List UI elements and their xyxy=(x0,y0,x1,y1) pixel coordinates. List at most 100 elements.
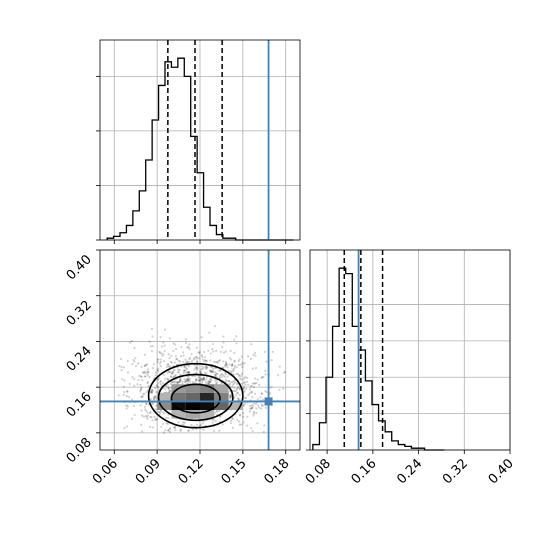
2d-sample-point xyxy=(121,378,124,381)
2d-sample-point xyxy=(170,354,173,357)
2d-sample-point xyxy=(150,390,153,394)
2d-sample-point xyxy=(158,412,162,415)
2d-sample-point xyxy=(246,424,249,427)
2d-sample-point xyxy=(217,359,220,363)
2d-sample-point xyxy=(162,382,165,385)
2d-sample-point xyxy=(139,375,142,378)
2d-sample-point xyxy=(260,403,263,406)
2d-sample-point xyxy=(227,379,231,383)
2d-sample-point xyxy=(214,412,217,415)
2d-sample-point xyxy=(156,369,160,372)
2d-sample-point xyxy=(195,378,198,381)
2d-sample-point xyxy=(250,404,253,407)
2d-sample-point xyxy=(139,387,143,390)
2d-sample-point xyxy=(168,388,171,391)
2d-sample-point xyxy=(182,354,185,357)
2d-sample-point xyxy=(231,362,234,365)
2d-sample-point xyxy=(283,370,286,374)
2d-sample-point xyxy=(207,349,210,352)
2d-sample-point xyxy=(159,382,162,386)
2d-sample-point xyxy=(238,387,242,390)
2d-sample-point xyxy=(159,360,162,364)
2d-sample-point xyxy=(239,374,243,378)
2d-sample-point xyxy=(206,366,209,369)
2d-sample-point xyxy=(197,376,200,380)
2d-sample-point xyxy=(142,371,146,374)
2d-sample-point xyxy=(163,412,166,415)
2d-sample-point xyxy=(113,380,116,383)
2d-sample-point xyxy=(209,369,212,373)
2d-sample-point xyxy=(219,373,223,376)
2d-sample-point xyxy=(164,429,167,432)
2d-sample-point xyxy=(229,356,232,360)
2d-sample-point xyxy=(186,377,189,381)
2d-sample-point xyxy=(145,391,148,394)
2d-sample-point xyxy=(256,378,259,381)
2d-sample-point xyxy=(126,359,129,363)
2d-sample-point xyxy=(145,409,148,413)
2d-sample-point xyxy=(260,376,263,379)
2d-sample-point xyxy=(208,380,212,384)
2d-sample-point xyxy=(270,359,273,362)
2d-sample-point xyxy=(133,413,136,417)
2d-sample-point xyxy=(264,373,267,376)
2d-sample-point xyxy=(205,359,208,362)
2d-sample-point xyxy=(209,377,213,380)
2d-sample-point xyxy=(168,356,171,360)
2d-sample-point xyxy=(231,383,234,386)
2d-sample-point xyxy=(173,380,176,383)
2d-sample-point xyxy=(171,381,175,384)
2d-sample-point xyxy=(144,370,147,373)
2d-sample-point xyxy=(157,367,160,370)
hist2-x-tick-label-3: 0.32 xyxy=(440,456,471,487)
2d-sample-point xyxy=(159,365,162,368)
2d-sample-point xyxy=(140,375,143,379)
2d-sample-point xyxy=(254,354,257,357)
2d-sample-point xyxy=(161,411,164,414)
2d-sample-point xyxy=(183,366,186,369)
2d-sample-point xyxy=(168,365,171,368)
2d-sample-point xyxy=(168,337,171,340)
2d-sample-point xyxy=(256,397,259,401)
2d-sample-point xyxy=(128,395,131,399)
2d-sample-point xyxy=(204,367,208,371)
2d-sample-point xyxy=(152,397,155,400)
2d-sample-point xyxy=(199,379,202,382)
2d-sample-point xyxy=(195,378,198,381)
2d-sample-point xyxy=(211,367,215,371)
2d-sample-point xyxy=(146,414,149,417)
2d-sample-point xyxy=(185,379,188,383)
2d-sample-point xyxy=(140,365,143,369)
2d-sample-point xyxy=(238,358,241,361)
2d-sample-point xyxy=(156,369,159,372)
2d-sample-point xyxy=(241,363,244,366)
2d-sample-point xyxy=(231,417,234,420)
2d-sample-point xyxy=(250,391,253,394)
2d-sample-point xyxy=(166,383,169,386)
2d-sample-point xyxy=(244,396,248,399)
2d-sample-point xyxy=(188,360,191,364)
2d-sample-point xyxy=(187,429,190,432)
2d-sample-point xyxy=(168,389,171,393)
2d-sample-point xyxy=(198,375,201,378)
2d-density-cell-2 xyxy=(200,401,215,410)
2d-sample-point xyxy=(235,389,238,392)
2d-sample-point xyxy=(209,359,212,362)
param1-histogram-panel xyxy=(96,39,301,244)
2d-sample-point xyxy=(247,393,250,397)
2d-sample-point xyxy=(158,377,161,380)
2d-sample-point xyxy=(156,384,159,387)
2d-sample-point xyxy=(164,385,168,388)
2d-sample-point xyxy=(205,366,208,369)
2d-sample-point xyxy=(241,411,245,415)
2d-sample-point xyxy=(185,379,188,382)
2d-sample-point xyxy=(205,378,208,381)
hist2-x-tick-label-2: 0.24 xyxy=(394,456,425,487)
2d-sample-point xyxy=(169,427,172,430)
2d-sample-point xyxy=(257,404,260,407)
2d-sample-point xyxy=(176,382,179,385)
2d-density-cell-10 xyxy=(185,384,200,393)
2d-sample-point xyxy=(229,397,232,400)
2d-sample-point xyxy=(151,388,154,391)
2d-sample-point xyxy=(188,343,191,346)
